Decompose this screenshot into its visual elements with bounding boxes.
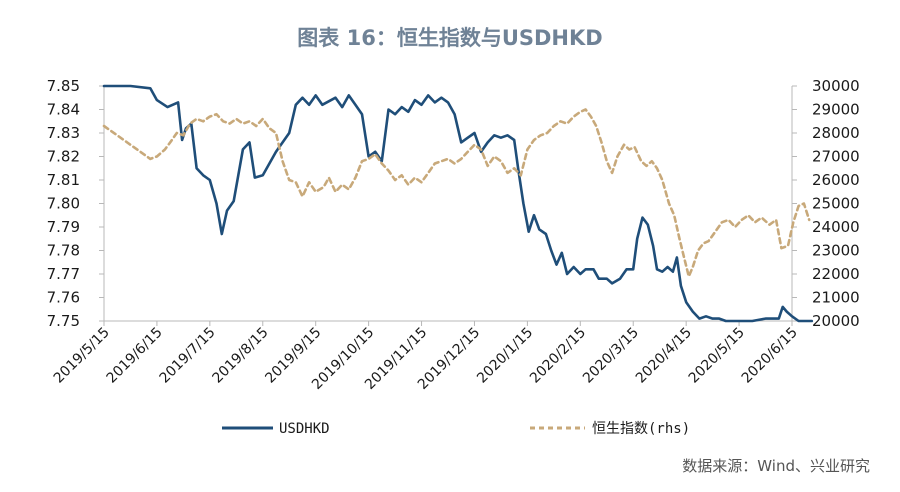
left-tick-label: 7.75 [47,312,80,330]
right-tick-label: 24000 [812,218,860,236]
left-tick-label: 7.82 [47,148,80,166]
left-tick-label: 7.83 [47,124,80,142]
left-tick-label: 7.85 [47,77,80,95]
x-tick-label: 2019/8/15 [210,325,272,387]
right-tick-label: 29000 [812,101,860,119]
legend-usdhkd-label: USDHKD [279,421,330,437]
x-tick-label: 2020/2/15 [527,325,589,387]
hsi-line [102,108,811,278]
right-tick-label: 26000 [812,171,860,189]
left-tick-label: 7.78 [47,242,80,260]
usdhkd-line [102,84,814,323]
right-tick-label: 23000 [812,242,860,260]
left-tick-label: 7.76 [47,289,80,307]
right-tick-label: 21000 [812,289,860,307]
series-layer [102,84,814,323]
chart-title: 图表 16：恒生指数与USDHKD [297,26,603,50]
x-tick-label: 2020/6/15 [739,325,801,387]
right-tick-label: 28000 [812,124,860,142]
right-tick-label: 22000 [812,265,860,283]
right-tick-label: 20000 [812,312,860,330]
x-tick-label: 2020/1/15 [474,325,536,387]
left-tick-label: 7.81 [47,171,80,189]
legend-layer: USDHKD 恒生指数(rhs) [222,421,690,437]
right-tick-label: 30000 [812,77,860,95]
legend-hsi-label: 恒生指数(rhs) [592,421,690,437]
x-tick-label: 2020/5/15 [686,325,748,387]
labels-layer: 7.75 7.76 7.77 7.78 7.79 7.80 7.81 7.82 7.83 7.84… [47,77,860,393]
x-tick-label: 2019/6/15 [104,325,166,387]
left-tick-label: 7.84 [47,101,80,119]
x-tick-label: 2020/4/15 [633,325,695,387]
left-tick-label: 7.79 [47,218,80,236]
right-tick-label: 25000 [812,195,860,213]
left-tick-label: 7.77 [47,265,80,283]
right-tick-label: 27000 [812,148,860,166]
left-tick-label: 7.80 [47,195,80,213]
source-note: 数据来源：Wind、兴业研究 [682,457,870,475]
x-tick-label: 2020/3/15 [580,325,642,387]
x-tick-label: 2019/5/15 [51,325,113,387]
x-tick-label: 2019/7/15 [157,325,219,387]
